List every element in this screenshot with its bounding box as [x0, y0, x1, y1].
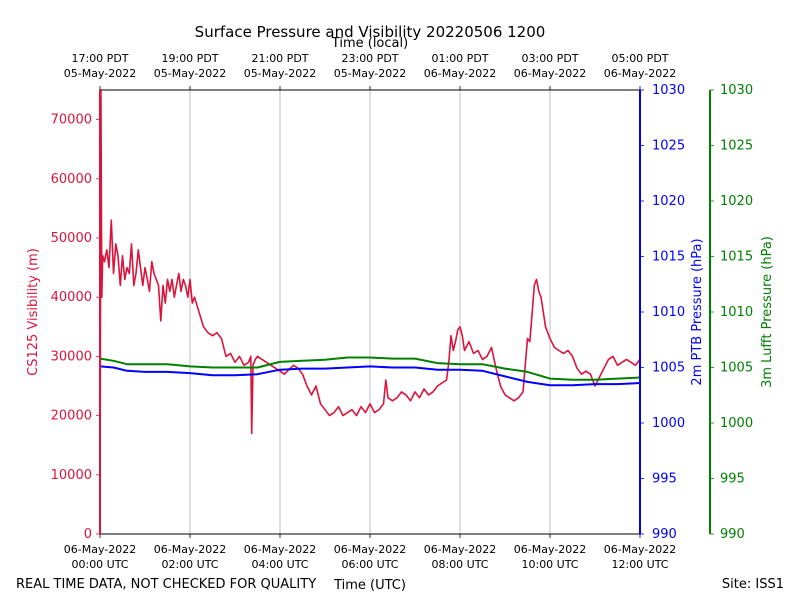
grid-lines: [189, 90, 551, 534]
x-tick-label-date: 06-May-2022: [514, 543, 586, 556]
x-tick-label-time: 08:00 UTC: [431, 558, 488, 571]
ptb-axis-label: 2m PTB Pressure (hPa): [690, 238, 705, 385]
top-tick-label-date: 06-May-2022: [514, 67, 586, 80]
visibility-axis-label: CS125 Visibility (m): [26, 248, 41, 376]
visibility-tick-label: 30000: [51, 349, 92, 364]
ptb-tick-label: 1020: [652, 194, 685, 209]
lufft-tick-label: 1010: [720, 305, 753, 320]
x-tick-label-time: 10:00 UTC: [521, 558, 578, 571]
lufft-tick-label: 995: [720, 472, 745, 487]
ptb-tick-label: 1025: [652, 139, 685, 154]
top-tick-label-date: 05-May-2022: [154, 67, 226, 80]
series-layer: [99, 89, 641, 535]
chart-title: Surface Pressure and Visibility 20220506…: [195, 23, 546, 41]
ptb-tick-label: 1015: [652, 250, 685, 265]
top-tick-label-time: 05:00 PDT: [611, 52, 668, 65]
visibility-tick-label: 70000: [51, 113, 92, 128]
axes-layer: 06-May-2022 00:00 UTC 06-May-2022 02:00 UTC…: [26, 52, 775, 571]
lufft-tick-label: 1025: [720, 139, 753, 154]
top-tick-label-date: 05-May-2022: [244, 67, 316, 80]
top-tick-label-time: 23:00 PDT: [341, 52, 398, 65]
ptb-tick-label: 1000: [652, 416, 685, 431]
top-tick-label-time: 21:00 PDT: [251, 52, 308, 65]
series-line-lufft: [99, 356, 641, 381]
top-tick-label-time: 17:00 PDT: [71, 52, 128, 65]
lufft-axis-label: 3m Lufft Pressure (hPa): [760, 236, 775, 388]
x-axis-label: Time (UTC): [333, 578, 406, 593]
lufft-tick-label: 990: [720, 527, 745, 542]
series-line-ptb: [99, 365, 641, 387]
top-axis-label: Time (local): [331, 36, 408, 51]
x-tick-label-date: 06-May-2022: [334, 543, 406, 556]
footer-disclaimer: REAL TIME DATA, NOT CHECKED FOR QUALITY: [16, 577, 316, 592]
top-tick-label-date: 06-May-2022: [424, 67, 496, 80]
x-tick-label-time: 06:00 UTC: [341, 558, 398, 571]
ptb-tick-label: 995: [652, 472, 677, 487]
x-tick-label-time: 02:00 UTC: [161, 558, 218, 571]
lufft-tick-label: 1015: [720, 250, 753, 265]
lufft-tick-label: 1020: [720, 194, 753, 209]
top-tick-label-date: 05-May-2022: [334, 67, 406, 80]
visibility-tick-label: 10000: [51, 468, 92, 483]
top-tick-label-time: 01:00 PDT: [431, 52, 488, 65]
x-tick-label-time: 04:00 UTC: [251, 558, 308, 571]
top-tick-label-date: 05-May-2022: [64, 67, 136, 80]
ptb-tick-label: 1005: [652, 361, 685, 376]
top-tick-label-time: 19:00 PDT: [161, 52, 218, 65]
visibility-tick-label: 60000: [51, 172, 92, 187]
lufft-tick-label: 1000: [720, 416, 753, 431]
ptb-tick-label: 990: [652, 527, 677, 542]
visibility-tick-label: 40000: [51, 290, 92, 305]
ptb-tick-label: 1010: [652, 305, 685, 320]
x-tick-label-time: 00:00 UTC: [71, 558, 128, 571]
series-line-visibility: [99, 89, 641, 535]
x-tick-label-date: 06-May-2022: [154, 543, 226, 556]
lufft-tick-label: 1005: [720, 361, 753, 376]
visibility-tick-label: 0: [84, 527, 92, 542]
lufft-tick-label: 1030: [720, 83, 753, 98]
visibility-tick-label: 20000: [51, 409, 92, 424]
top-tick-label-time: 03:00 PDT: [521, 52, 578, 65]
ptb-tick-label: 1030: [652, 83, 685, 98]
x-tick-label-time: 12:00 UTC: [611, 558, 668, 571]
top-tick-label-date: 06-May-2022: [604, 67, 676, 80]
x-tick-label-date: 06-May-2022: [604, 543, 676, 556]
footer-site: Site: ISS1: [722, 577, 784, 592]
x-tick-label-date: 06-May-2022: [244, 543, 316, 556]
visibility-tick-label: 50000: [51, 231, 92, 246]
x-tick-label-date: 06-May-2022: [64, 543, 136, 556]
x-tick-label-date: 06-May-2022: [424, 543, 496, 556]
